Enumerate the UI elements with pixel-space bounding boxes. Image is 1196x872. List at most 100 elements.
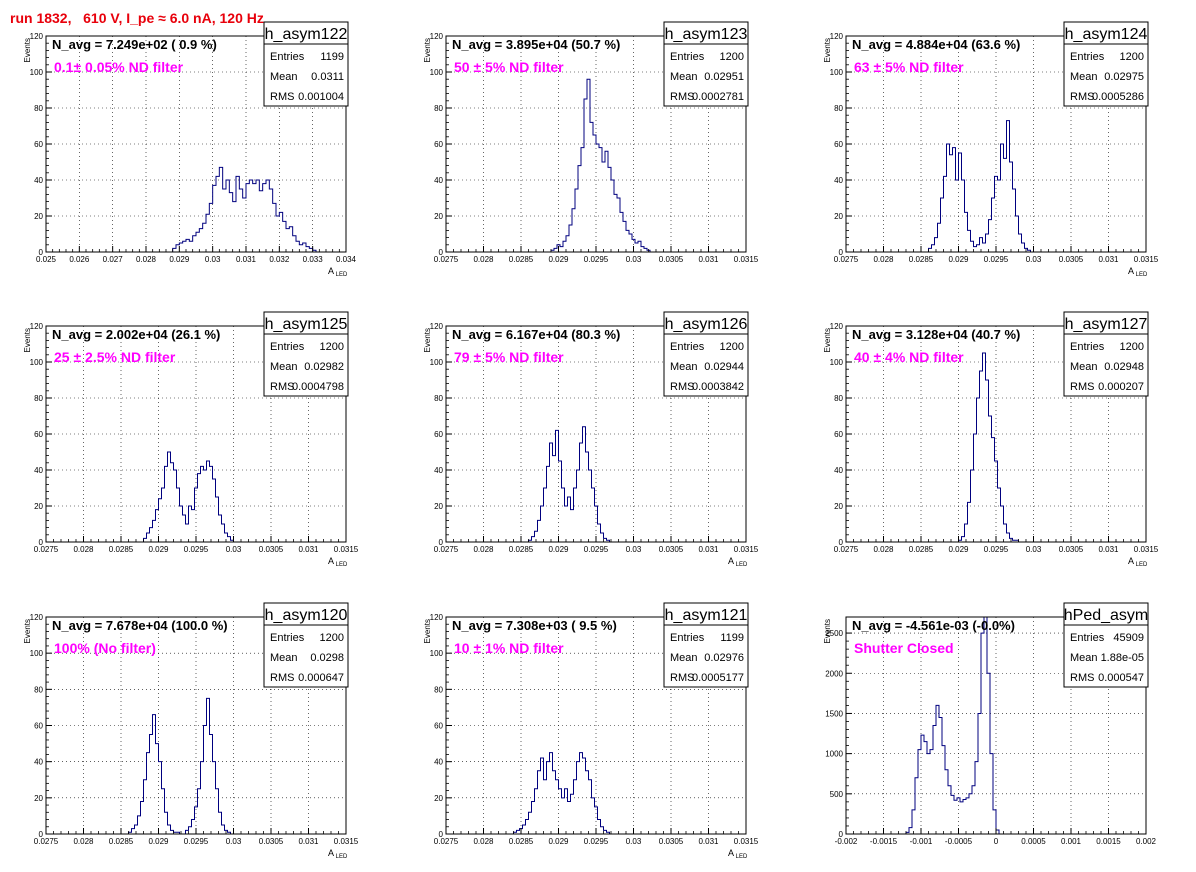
y-tick-label: 80	[434, 104, 443, 113]
histogram-name: h_asym124	[1065, 26, 1148, 43]
stats-label: RMS	[670, 672, 694, 684]
y-tick-label: 60	[434, 430, 443, 439]
y-tick-label: 60	[34, 722, 43, 731]
histogram-line	[928, 120, 1031, 252]
y-tick-label: 20	[34, 794, 43, 803]
n-avg-label: N_avg = 6.167e+04 (80.3 %)	[452, 327, 620, 342]
y-tick-label: 100	[830, 68, 844, 77]
x-tick-label: 0.03	[626, 837, 642, 846]
y-tick-label: 120	[430, 322, 444, 331]
y-tick-label: 120	[430, 32, 444, 41]
x-tick-label: 0.0275	[434, 837, 459, 846]
x-tick-label: 0.029	[548, 545, 569, 554]
histogram-panel-h_asym126: 0.0275 0.028 0.0285 0.029 0.0295 0.03 0.0305 0.…	[423, 311, 759, 568]
histogram-panel-h_asym123: 0.0275 0.028 0.0285 0.029 0.0295 0.03 0.0305 0.…	[423, 21, 759, 264]
y-axis-label: Events	[823, 328, 832, 352]
x-axis-label-main: A	[728, 556, 734, 566]
x-axis-label: A LED	[1128, 266, 1148, 278]
histogram-name: h_asym120	[265, 607, 348, 624]
x-tick-label: 0.026	[69, 255, 90, 264]
x-tick-label: 0.03	[205, 255, 221, 264]
x-tick-label: 0.033	[303, 255, 324, 264]
y-tick-label: 20	[34, 502, 43, 511]
x-tick-label: 0.027	[103, 255, 124, 264]
n-avg-label: N_avg = 3.128e+04 (40.7 %)	[852, 327, 1020, 342]
stats-value: 0.0005177	[692, 672, 744, 684]
x-axis-label-sub: LED	[334, 562, 348, 568]
x-tick-label: 0.03	[226, 545, 242, 554]
stats-label: RMS	[270, 91, 294, 103]
x-tick-label: 0.0305	[659, 837, 684, 846]
y-tick-label: 20	[434, 502, 443, 511]
y-tick-label: 20	[834, 212, 843, 221]
y-tick-label: 80	[34, 104, 43, 113]
y-tick-label: 100	[430, 358, 444, 367]
x-tick-label: 0.002	[1136, 837, 1157, 846]
y-axis-label: Events	[23, 38, 32, 62]
x-tick-label: 0.0285	[509, 837, 534, 846]
histogram-name: h_asym127	[1065, 316, 1148, 333]
histogram-name: h_asym123	[665, 26, 748, 43]
x-tick-label: 0.028	[136, 255, 157, 264]
stats-value: 1200	[720, 341, 744, 353]
stats-label: Entries	[670, 51, 705, 63]
x-tick-label: 0.0275	[834, 255, 859, 264]
y-axis-label: Events	[23, 619, 32, 643]
stats-label: Mean	[670, 71, 698, 83]
stats-value: 1200	[1120, 51, 1144, 63]
x-tick-label: 0.029	[548, 255, 569, 264]
x-tick-label: 0.0285	[109, 545, 134, 554]
x-axis-label-sub: LED	[334, 272, 348, 278]
histogram-panel-h_asym122: 0.025 0.026 0.027 0.028 0.029 0.03 0.031 0.032 0…	[23, 21, 357, 278]
n-avg-label: N_avg = 7.678e+04 (100.0 %)	[52, 618, 228, 633]
x-tick-label: 0.028	[873, 545, 894, 554]
y-tick-label: 2500	[825, 629, 843, 638]
x-axis-label: A LED	[328, 556, 348, 568]
filter-label: 100% (No filter)	[54, 640, 156, 656]
stats-box	[1063, 21, 1149, 107]
y-tick-label: 100	[30, 68, 44, 77]
x-tick-label: -0.001	[910, 837, 933, 846]
y-tick-label: 80	[834, 104, 843, 113]
stats-value: 1.88e-05	[1101, 652, 1144, 664]
histogram-name: h_asym126	[665, 316, 748, 333]
stats-label: Mean	[670, 652, 698, 664]
stats-label: RMS	[270, 381, 294, 393]
stats-value: 1199	[320, 51, 344, 63]
histogram-panel-h_asym127: 0.0275 0.028 0.0285 0.029 0.0295 0.03 0.0305 0.…	[823, 311, 1159, 568]
y-tick-label: 120	[430, 613, 444, 622]
x-tick-label: 0.031	[298, 837, 319, 846]
stats-label: Entries	[1070, 632, 1105, 644]
y-axis-label: Events	[23, 328, 32, 352]
x-tick-label: 0.0275	[434, 255, 459, 264]
y-tick-label: 1500	[825, 709, 843, 718]
y-tick-label: 0	[439, 248, 444, 257]
y-tick-label: 40	[434, 176, 443, 185]
x-tick-label: 0.0305	[259, 837, 284, 846]
y-tick-label: 500	[830, 790, 844, 799]
y-tick-label: 2000	[825, 669, 843, 678]
x-tick-label: 0.0005	[1021, 837, 1046, 846]
histogram-line	[958, 352, 1019, 542]
y-tick-label: 60	[434, 140, 443, 149]
stats-label: Entries	[1070, 341, 1105, 353]
stats-label: Mean	[670, 361, 698, 373]
n-avg-label: N_avg = 7.308e+03 ( 9.5 %)	[452, 618, 617, 633]
x-axis-label-main: A	[328, 848, 334, 858]
x-tick-label: 0.0315	[1134, 255, 1159, 264]
stats-value: 0.02982	[304, 361, 344, 373]
stats-label: Entries	[270, 341, 305, 353]
filter-label: 0.1± 0.05% ND filter	[54, 59, 184, 75]
y-tick-label: 0	[39, 830, 44, 839]
y-tick-label: 40	[834, 466, 843, 475]
x-axis-label-main: A	[1128, 556, 1134, 566]
y-tick-label: 0	[839, 248, 844, 257]
x-tick-label: 0.0285	[109, 837, 134, 846]
x-tick-label: 0.028	[73, 545, 94, 554]
x-tick-label: 0.001	[1061, 837, 1082, 846]
histogram-name: h_asym125	[265, 316, 348, 333]
stats-label: Entries	[270, 51, 305, 63]
stats-value: 0.000647	[298, 672, 344, 684]
y-tick-label: 60	[34, 140, 43, 149]
x-tick-label: 0.031	[1098, 255, 1119, 264]
